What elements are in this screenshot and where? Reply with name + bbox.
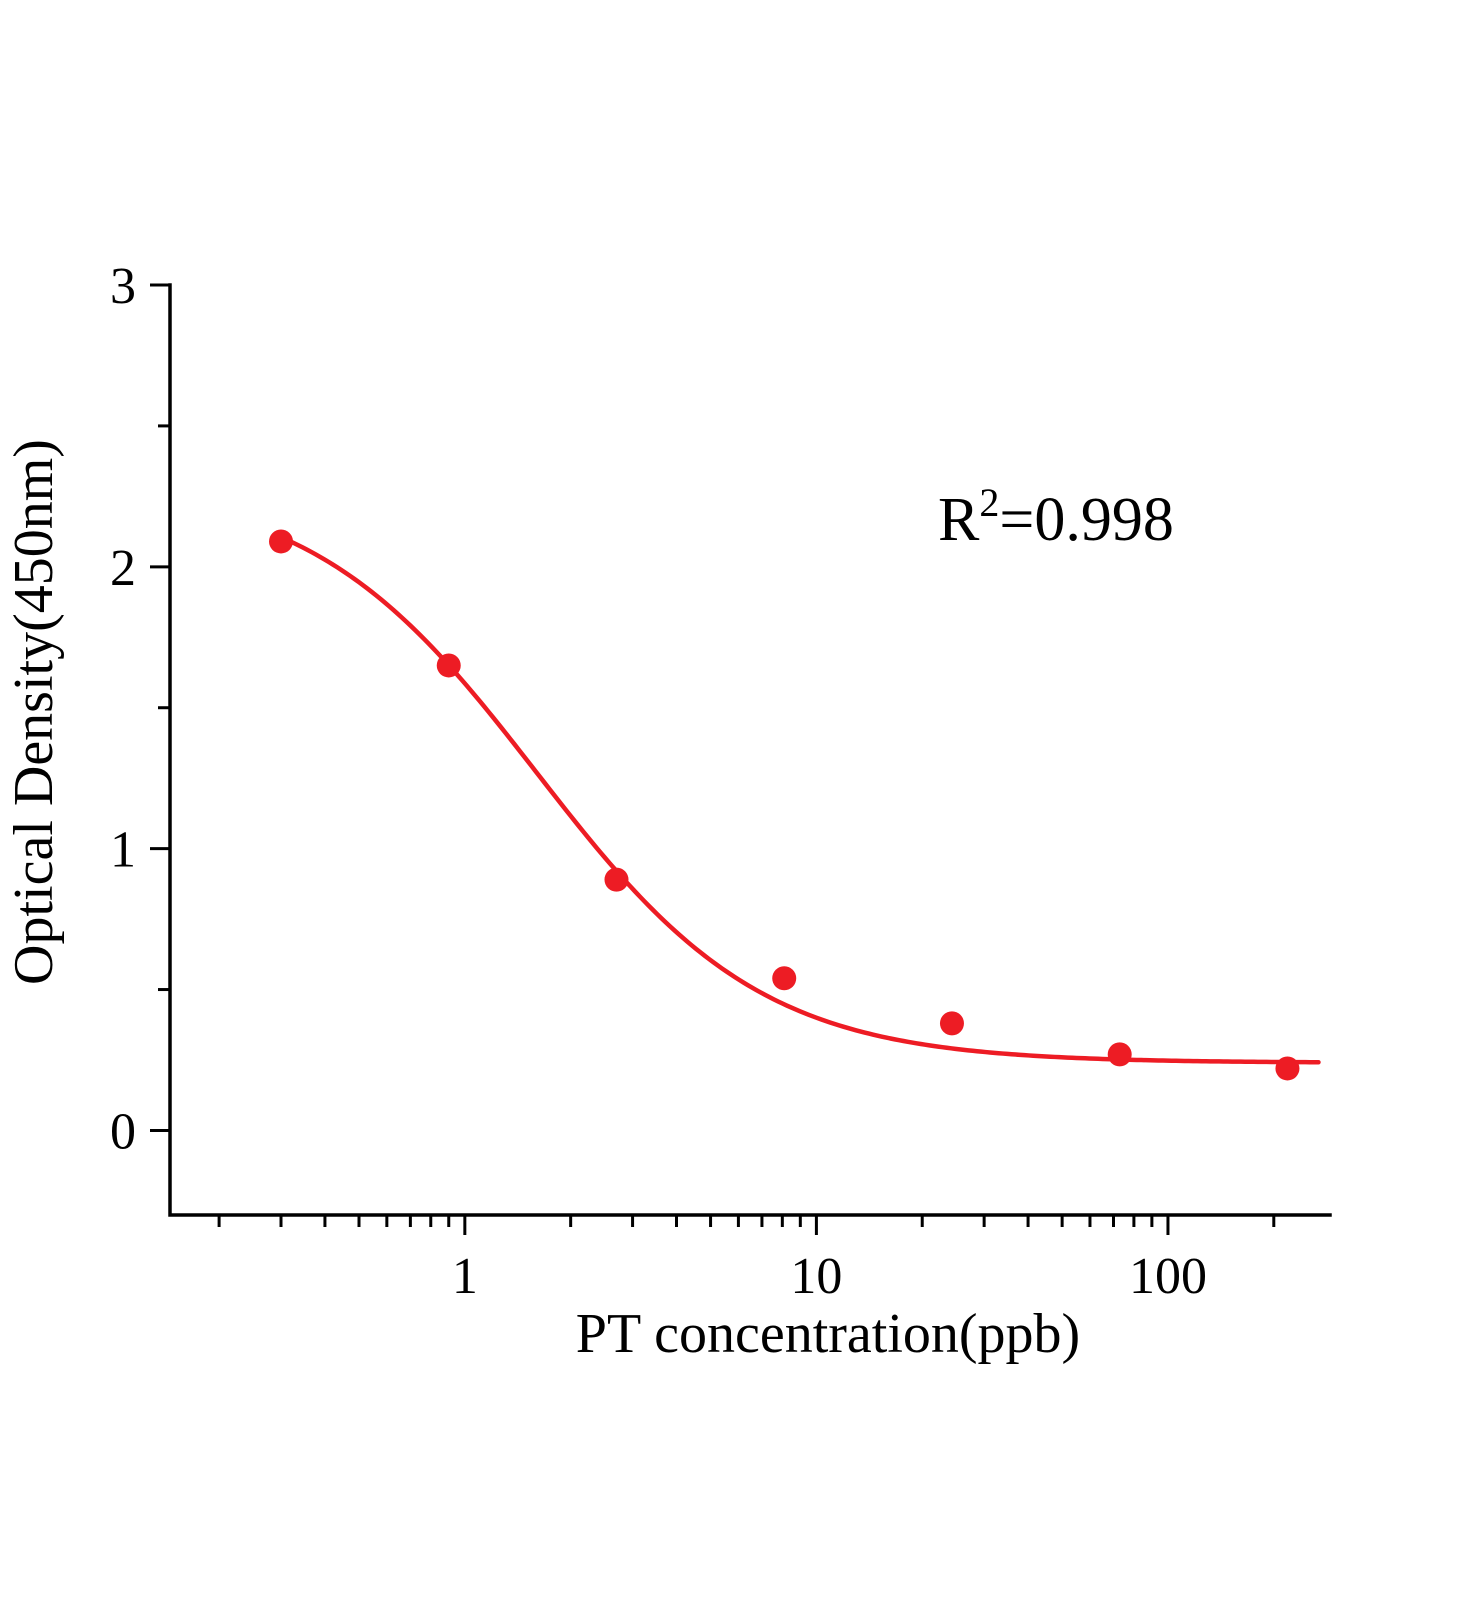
data-point xyxy=(1107,1042,1132,1067)
y-tick-label: 0 xyxy=(110,1103,136,1160)
x-tick-label: 100 xyxy=(1129,1248,1207,1305)
y-tick-label: 1 xyxy=(110,822,136,879)
x-tick-label: 1 xyxy=(452,1248,478,1305)
fit-curve xyxy=(278,534,1321,1065)
r-squared-annotation: R2=0.998 xyxy=(938,480,1174,554)
r-squared-value: =0.998 xyxy=(999,486,1173,554)
data-point xyxy=(269,529,294,554)
data-point xyxy=(939,1011,964,1036)
r-squared-base: R xyxy=(938,486,980,554)
tick-labels-layer: 1 10 100 0 1 2 3 xyxy=(110,258,1207,1305)
data-point xyxy=(436,653,461,678)
data-points-layer xyxy=(269,529,1300,1081)
y-tick-label: 3 xyxy=(110,258,136,315)
data-point xyxy=(604,867,629,892)
y-tick-label: 2 xyxy=(110,540,136,597)
r-squared-superscript: 2 xyxy=(979,480,999,525)
axes-layer xyxy=(150,283,1332,1235)
y-axis-title: Optical Density(450nm) xyxy=(3,439,65,985)
x-axis-title: PT concentration(ppb) xyxy=(576,1303,1080,1365)
data-point xyxy=(1275,1056,1300,1081)
axis-spine xyxy=(168,283,1332,1217)
data-point xyxy=(772,966,797,991)
x-tick-label: 10 xyxy=(790,1248,842,1305)
